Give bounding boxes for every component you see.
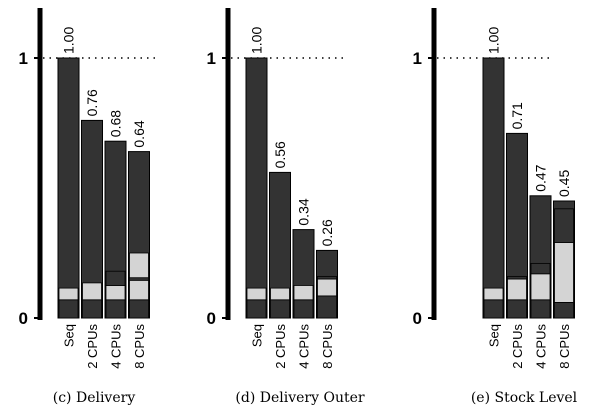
- bar-segment: [554, 242, 574, 303]
- value-label: 0.56: [272, 141, 288, 168]
- value-label: 0.64: [131, 120, 147, 147]
- y-tick-label-1: 1: [413, 49, 422, 68]
- panel-caption: (c) Delivery: [53, 390, 136, 406]
- value-label: 1.00: [61, 27, 77, 54]
- panel-caption: (d) Delivery Outer: [235, 390, 364, 406]
- value-label: 0.34: [296, 198, 312, 225]
- bar-segment: [554, 301, 574, 319]
- bar-segment: [246, 299, 267, 319]
- bar-segment: [58, 287, 79, 301]
- value-label: 0.68: [108, 110, 124, 137]
- x-tick-label: Seq: [62, 324, 77, 347]
- panel-caption: (e) Stock Level: [471, 390, 578, 406]
- bar-segment: [82, 282, 102, 301]
- bar-segment: [270, 299, 290, 319]
- bar-seq: [57, 57, 80, 319]
- bar-segment: [507, 278, 527, 301]
- bar-segment: [483, 287, 504, 301]
- x-tick-label: 8 CPUs: [132, 324, 147, 369]
- y-tick-label-1: 1: [19, 49, 28, 68]
- bar-segment: [129, 252, 149, 279]
- bar-segment: [82, 299, 102, 319]
- bar-segment: [105, 270, 126, 286]
- bar-segment: [293, 285, 314, 301]
- value-label: 0.45: [556, 170, 572, 197]
- bar-segment: [317, 275, 337, 280]
- value-label: 0.71: [509, 102, 525, 129]
- chart-panel-1: 0 1 1.00 Seq 0.76 2 CPUs 0.68 4 CPUs 0.64 8 CPUs (…: [19, 8, 156, 406]
- bar-segment: [129, 299, 149, 319]
- y-tick-label-0: 0: [413, 309, 422, 328]
- value-label: 0.26: [319, 219, 335, 246]
- bar-segment: [317, 295, 337, 319]
- value-label: 0.47: [533, 164, 549, 191]
- value-label: 1.00: [249, 27, 265, 54]
- x-tick-label: 4 CPUs: [534, 324, 549, 369]
- bar-segment: [293, 299, 314, 319]
- bar-segment: [507, 299, 527, 319]
- bar-segment: [530, 262, 551, 275]
- bar-segment: [270, 287, 290, 301]
- bar-segment: [530, 299, 551, 319]
- bar-segment: [507, 275, 527, 280]
- x-tick-label: 8 CPUs: [320, 324, 335, 369]
- x-tick-label: 4 CPUs: [109, 324, 124, 369]
- x-tick-label: 4 CPUs: [297, 324, 312, 369]
- bar-segment: [58, 299, 79, 319]
- y-tick-label-1: 1: [207, 49, 216, 68]
- x-tick-label: Seq: [487, 324, 502, 347]
- x-tick-label: 2 CPUs: [273, 324, 288, 369]
- y-tick-label-0: 0: [19, 309, 28, 328]
- x-tick-label: 2 CPUs: [510, 324, 525, 369]
- bar-segment: [317, 278, 337, 297]
- bar-segment: [105, 285, 126, 301]
- x-tick-label: Seq: [250, 324, 265, 347]
- value-label: 1.00: [486, 27, 502, 54]
- bar-segment: [530, 273, 551, 301]
- x-tick-label: 8 CPUs: [557, 324, 572, 369]
- chart-panel-2: 0 1 1.00 Seq 0.56 2 CPUs 0.34 4 CPUs 0.26 8 CPUs (…: [207, 8, 365, 406]
- value-label: 0.76: [84, 89, 100, 116]
- bar-seq: [482, 57, 505, 319]
- bar-seq: [245, 57, 268, 319]
- bar-segment: [246, 287, 267, 301]
- chart-panel-3: 0 1 1.00 Seq 0.71 2 CPUs 0.47 4 CPUs 0.45 8 CPUs (…: [413, 8, 578, 406]
- y-tick-label-0: 0: [207, 309, 216, 328]
- x-tick-label: 2 CPUs: [85, 324, 100, 369]
- bar-segment: [554, 208, 574, 244]
- bar-segment: [129, 279, 149, 301]
- bar-segment: [105, 299, 126, 319]
- bar-segment: [483, 299, 504, 319]
